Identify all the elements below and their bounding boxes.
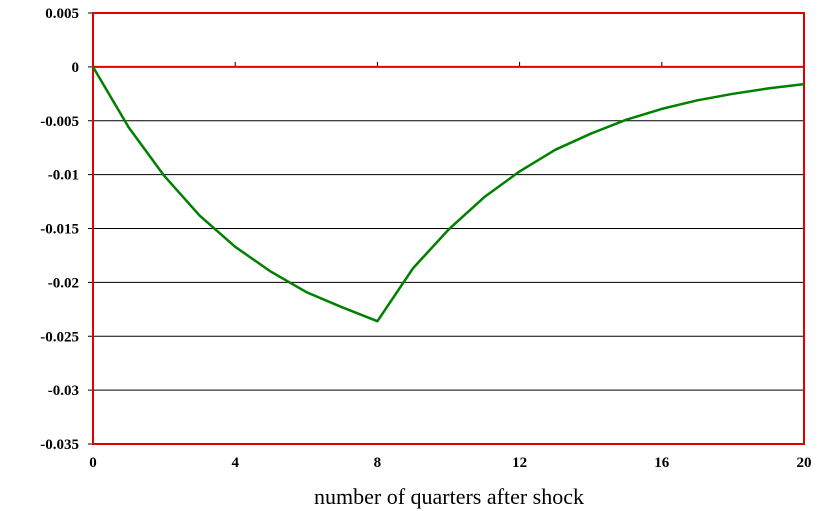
y-tick-label-2: -0.005	[40, 114, 79, 130]
y-tick-label-4: -0.015	[40, 222, 79, 238]
x-tick-label-1: 4	[231, 455, 239, 471]
y-tick-label-0: 0.005	[45, 6, 79, 22]
y-tick-label-3: -0.01	[48, 168, 79, 184]
x-tick-label-5: 20	[797, 455, 812, 471]
y-tick-label-8: -0.035	[40, 437, 79, 453]
x-tick-label-3: 12	[512, 455, 527, 471]
y-tick-label-5: -0.02	[48, 275, 79, 291]
y-tick-label-7: -0.03	[48, 383, 79, 399]
y-tick-label-6: -0.025	[40, 329, 79, 345]
series-line	[91, 66, 805, 323]
y-tick-labels: 0.005 0 -0.005 -0.01 -0.015 -0.02 -0.025 -0.03 -…	[40, 6, 79, 453]
x-axis-label: number of quarters after shock	[314, 484, 584, 509]
y-tick-label-1: 0	[72, 60, 80, 76]
x-tick-label-4: 16	[654, 455, 670, 471]
x-tick-label-2: 8	[374, 455, 382, 471]
plot-frame	[92, 12, 805, 445]
x-tick-labels: 0 4 8 12 16 20	[89, 455, 811, 471]
x-tick-label-0: 0	[89, 455, 97, 471]
